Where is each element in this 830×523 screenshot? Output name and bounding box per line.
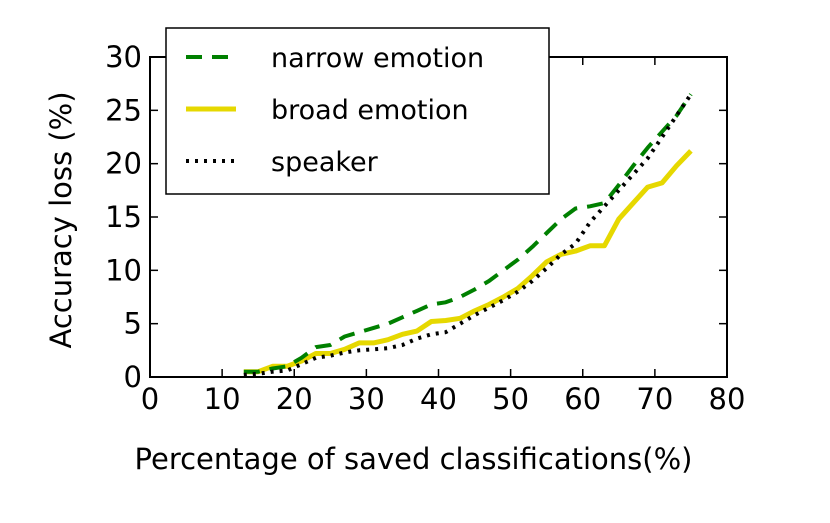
y-tick-label: 5 — [124, 307, 142, 341]
x-tick-label: 70 — [636, 382, 673, 416]
legend: narrow emotion broad emotion speaker — [165, 27, 550, 195]
series-line-narrow-emotion — [243, 93, 693, 374]
y-tick-label: 0 — [124, 360, 142, 394]
x-tick-label: 80 — [709, 382, 746, 416]
x-tick-label: 60 — [564, 382, 601, 416]
x-tick-label: 0 — [141, 382, 159, 416]
y-tick-label: 25 — [105, 93, 142, 127]
y-tick-label: 20 — [105, 147, 142, 181]
y-tick-label: 30 — [105, 40, 142, 74]
y-axis-title: Accuracy loss (%) — [44, 91, 78, 348]
y-tick-label: 10 — [105, 253, 142, 287]
x-tick-label: 10 — [204, 382, 241, 416]
legend-label-narrow-emotion: narrow emotion — [271, 43, 484, 74]
axes: 0 10 20 30 40 50 60 70 80 0 5 10 15 20 25 30 Percentage … — [44, 40, 745, 476]
x-axis-title: Percentage of saved classifications(%) — [135, 442, 693, 476]
series-line-broad-emotion — [243, 149, 693, 375]
x-tick-label: 50 — [492, 382, 529, 416]
y-tick-label: 15 — [105, 200, 142, 234]
x-tick-label: 40 — [420, 382, 457, 416]
legend-label-speaker: speaker — [271, 147, 379, 178]
x-tick-label: 30 — [348, 382, 385, 416]
legend-label-broad-emotion: broad emotion — [271, 95, 469, 126]
plot-area — [243, 93, 693, 377]
x-tick-label: 20 — [276, 382, 313, 416]
